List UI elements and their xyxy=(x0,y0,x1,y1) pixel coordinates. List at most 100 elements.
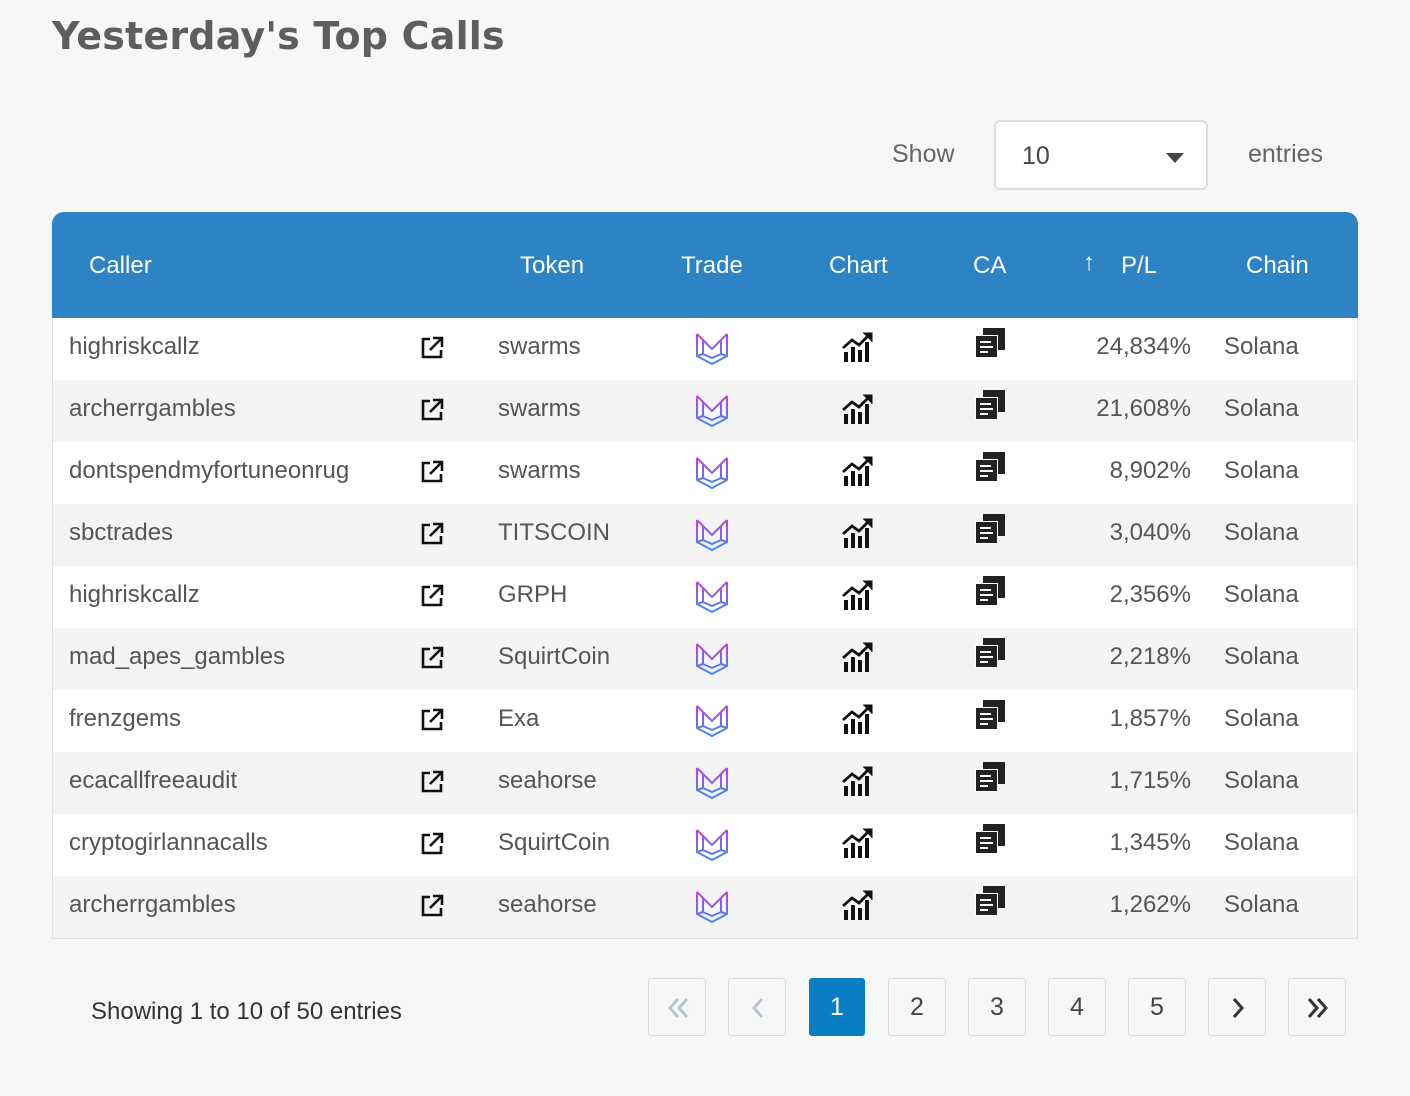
col-pl[interactable]: P/L xyxy=(1121,252,1158,279)
chart-icon[interactable] xyxy=(841,578,875,619)
chart-icon[interactable] xyxy=(841,888,875,929)
trade-logo-icon[interactable] xyxy=(693,702,731,747)
copy-contract-icon[interactable] xyxy=(973,698,1007,739)
copy-contract-icon[interactable] xyxy=(973,884,1007,925)
copy-contract-icon[interactable] xyxy=(973,512,1007,553)
caller-cell[interactable]: archerrgambles xyxy=(69,891,236,918)
pl-cell: 24,834% xyxy=(1096,333,1191,360)
copy-contract-icon[interactable] xyxy=(973,388,1007,429)
double-chevron-left-icon xyxy=(667,998,689,1018)
chain-cell: Solana xyxy=(1224,395,1299,422)
caller-cell[interactable]: archerrgambles xyxy=(69,395,236,422)
table-row: cryptogirlannacalls SquirtCoin 1,345% Solan… xyxy=(53,814,1357,876)
col-ca[interactable]: CA xyxy=(973,252,1007,279)
external-link-icon[interactable] xyxy=(418,334,446,369)
copy-contract-icon[interactable] xyxy=(973,636,1007,677)
trade-logo-icon[interactable] xyxy=(693,516,731,561)
table-row: highriskcallz swarms 24,834% Solana xyxy=(53,318,1357,380)
token-cell: TITSCOIN xyxy=(498,519,610,546)
show-label: Show xyxy=(892,140,955,168)
page-button-1[interactable]: 1 xyxy=(809,978,865,1036)
caller-cell[interactable]: sbctrades xyxy=(69,519,174,546)
copy-contract-icon[interactable] xyxy=(973,574,1007,615)
chart-icon[interactable] xyxy=(841,516,875,557)
caller-cell[interactable]: highriskcallz xyxy=(69,333,200,360)
chart-icon[interactable] xyxy=(841,640,875,681)
token-cell: Exa xyxy=(498,705,540,732)
pl-cell: 1,345% xyxy=(1109,829,1191,856)
col-token[interactable]: Token xyxy=(520,252,585,279)
pl-cell: 8,902% xyxy=(1109,457,1191,484)
last-page-button[interactable] xyxy=(1288,978,1346,1036)
col-chart[interactable]: Chart xyxy=(829,252,888,279)
pl-cell: 1,262% xyxy=(1109,891,1191,918)
token-cell: swarms xyxy=(498,457,581,484)
external-link-icon[interactable] xyxy=(418,892,446,927)
trade-logo-icon[interactable] xyxy=(693,578,731,623)
token-cell: seahorse xyxy=(498,767,597,794)
external-link-icon[interactable] xyxy=(418,830,446,865)
table-row: archerrgambles swarms 21,608% Solana xyxy=(53,380,1357,442)
caller-cell[interactable]: ecacallfreeaudit xyxy=(69,767,238,794)
page-button-5[interactable]: 5 xyxy=(1128,978,1186,1036)
page-button-2[interactable]: 2 xyxy=(888,978,946,1036)
calls-table: Caller Token Trade Chart CA ↑ P/L Chain … xyxy=(52,212,1358,939)
external-link-icon[interactable] xyxy=(418,706,446,741)
copy-contract-icon[interactable] xyxy=(973,760,1007,801)
external-link-icon[interactable] xyxy=(418,644,446,679)
trade-logo-icon[interactable] xyxy=(693,826,731,871)
token-cell: GRPH xyxy=(498,581,568,608)
chart-icon[interactable] xyxy=(841,392,875,433)
pl-cell: 21,608% xyxy=(1096,395,1191,422)
caller-cell[interactable]: cryptogirlannacalls xyxy=(69,829,268,856)
token-cell: SquirtCoin xyxy=(498,829,611,856)
col-trade[interactable]: Trade xyxy=(681,252,743,279)
page-button-3[interactable]: 3 xyxy=(968,978,1026,1036)
trade-logo-icon[interactable] xyxy=(693,764,731,809)
pl-cell: 2,356% xyxy=(1109,581,1191,608)
entries-select[interactable]: 10 xyxy=(994,120,1208,190)
page-button-4[interactable]: 4 xyxy=(1048,978,1106,1036)
caller-cell[interactable]: mad_apes_gambles xyxy=(69,643,286,670)
external-link-icon[interactable] xyxy=(418,458,446,493)
token-cell: SquirtCoin xyxy=(498,643,611,670)
chain-cell: Solana xyxy=(1224,767,1299,794)
previous-page-button[interactable] xyxy=(728,978,786,1036)
external-link-icon[interactable] xyxy=(418,768,446,803)
col-chain[interactable]: Chain xyxy=(1246,252,1309,279)
chevron-right-icon xyxy=(1232,998,1245,1018)
chain-cell: Solana xyxy=(1224,581,1299,608)
trade-logo-icon[interactable] xyxy=(693,392,731,437)
caller-cell[interactable]: dontspendmyfortuneonrug xyxy=(69,457,350,484)
trade-logo-icon[interactable] xyxy=(693,888,731,933)
token-cell: seahorse xyxy=(498,891,597,918)
first-page-button[interactable] xyxy=(648,978,706,1036)
external-link-icon[interactable] xyxy=(418,396,446,431)
pl-cell: 1,857% xyxy=(1109,705,1191,732)
copy-contract-icon[interactable] xyxy=(973,326,1007,367)
next-page-button[interactable] xyxy=(1208,978,1266,1036)
page-title: Yesterday's Top Calls xyxy=(52,14,505,58)
col-caller[interactable]: Caller xyxy=(89,252,152,279)
chart-icon[interactable] xyxy=(841,702,875,743)
chart-icon[interactable] xyxy=(841,764,875,805)
table-row: mad_apes_gambles SquirtCoin 2,218% Solana xyxy=(53,628,1357,690)
trade-logo-icon[interactable] xyxy=(693,330,731,375)
external-link-icon[interactable] xyxy=(418,520,446,555)
table-header: Caller Token Trade Chart CA ↑ P/L Chain xyxy=(52,212,1358,318)
copy-contract-icon[interactable] xyxy=(973,450,1007,491)
chart-icon[interactable] xyxy=(841,454,875,495)
chart-icon[interactable] xyxy=(841,826,875,867)
chart-icon[interactable] xyxy=(841,330,875,371)
copy-contract-icon[interactable] xyxy=(973,822,1007,863)
caller-cell[interactable]: highriskcallz xyxy=(69,581,200,608)
trade-logo-icon[interactable] xyxy=(693,454,731,499)
table-info: Showing 1 to 10 of 50 entries xyxy=(91,998,402,1025)
chain-cell: Solana xyxy=(1224,333,1299,360)
sort-ascending-icon[interactable]: ↑ xyxy=(1083,249,1095,276)
entries-select-value: 10 xyxy=(1022,142,1050,170)
trade-logo-icon[interactable] xyxy=(693,640,731,685)
caller-cell[interactable]: frenzgems xyxy=(69,705,182,732)
pl-cell: 3,040% xyxy=(1109,519,1191,546)
external-link-icon[interactable] xyxy=(418,582,446,617)
